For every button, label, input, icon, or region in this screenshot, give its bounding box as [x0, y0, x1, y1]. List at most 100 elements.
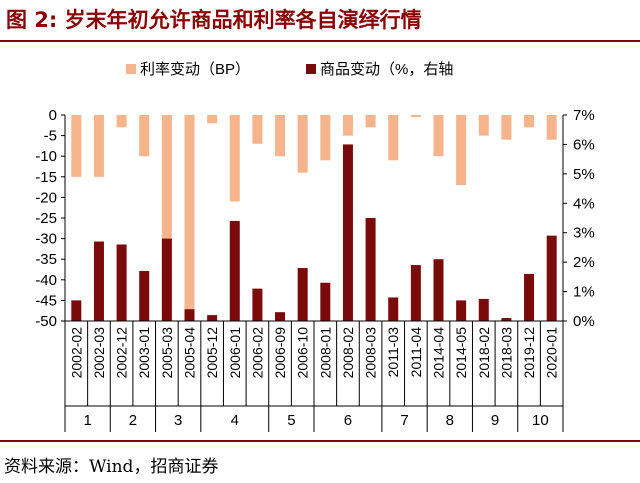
- category-label: 2002-02: [68, 327, 84, 379]
- group-label: 3: [174, 412, 182, 429]
- commodity-bar: [161, 238, 172, 321]
- category-label: 2006-09: [272, 327, 288, 379]
- legend-swatch-rate: [126, 64, 136, 74]
- rate-bar: [275, 115, 286, 157]
- legend: 利率变动（BP） 商品变动（%，右轴: [126, 61, 453, 78]
- left-axis-tick-label: -10: [35, 148, 57, 165]
- left-axis-tick-label: -20: [35, 189, 57, 206]
- commodity-bar: [229, 220, 240, 321]
- rate-bar: [116, 115, 127, 128]
- group-label: 5: [287, 412, 295, 429]
- right-axis-tick-label: 7%: [573, 107, 595, 124]
- left-axis-tick-label: -5: [44, 128, 57, 145]
- commodity-bar: [342, 144, 353, 321]
- commodity-bar: [116, 244, 127, 321]
- commodity-bar: [501, 318, 512, 321]
- left-axis-tick-label: -40: [35, 272, 57, 289]
- commodity-bar: [410, 265, 421, 321]
- group-label: 9: [491, 412, 499, 429]
- commodity-bar: [388, 297, 399, 321]
- rate-bar: [71, 115, 82, 177]
- commodity-bar: [320, 282, 331, 321]
- rate-bar: [139, 115, 150, 157]
- rate-bar: [207, 115, 218, 124]
- category-label: 2018-03: [498, 327, 514, 379]
- rate-bar: [365, 115, 376, 128]
- left-axis-tick-label: -15: [35, 169, 57, 186]
- category-label: 2002-12: [114, 327, 130, 379]
- rate-bar: [93, 115, 104, 177]
- category-label: 2002-03: [91, 327, 107, 379]
- category-label: 2003-01: [136, 327, 152, 379]
- commodity-bar: [365, 218, 376, 321]
- left-axis-tick-label: 0: [49, 107, 57, 124]
- left-axis-tick-label: -25: [35, 210, 57, 227]
- commodity-bar: [207, 315, 218, 321]
- commodity-bar: [297, 268, 308, 321]
- category-label: 2008-03: [363, 327, 379, 379]
- category-label: 2008-02: [340, 327, 356, 379]
- rate-bar: [229, 115, 240, 202]
- rate-bar: [184, 115, 195, 317]
- category-label: 2005-04: [182, 327, 198, 379]
- rate-bar: [456, 115, 467, 186]
- legend-swatch-commodity: [306, 64, 316, 74]
- legend-label-commodity: 商品变动（%，右轴: [320, 61, 453, 78]
- commodity-bar: [456, 300, 467, 321]
- right-axis-tick-label: 1%: [573, 284, 595, 301]
- category-label: 2005-03: [159, 327, 175, 379]
- right-axis-tick-label: 2%: [573, 254, 595, 271]
- right-axis-tick-label: 0%: [573, 313, 595, 330]
- group-label: 8: [446, 412, 454, 429]
- category-label: 2018-02: [476, 327, 492, 379]
- commodity-bar: [546, 235, 557, 321]
- rate-bar: [410, 115, 421, 118]
- category-label: 2006-02: [249, 327, 265, 379]
- commodity-bar: [71, 300, 82, 321]
- right-axis-tick-label: 6%: [573, 136, 595, 153]
- group-label: 1: [83, 412, 91, 429]
- left-axis-tick-label: -35: [35, 251, 57, 268]
- rate-bar: [252, 115, 263, 144]
- rate-bar: [524, 115, 535, 128]
- category-label: 2008-01: [317, 327, 333, 379]
- legend-label-rate: 利率变动（BP）: [140, 61, 250, 78]
- source-note: 资料来源：Wind，招商证券: [4, 457, 219, 477]
- title-divider: [0, 40, 640, 42]
- commodity-bar: [524, 273, 535, 321]
- group-label: 2: [129, 412, 137, 429]
- category-label: 2020-01: [544, 327, 560, 379]
- commodity-bar: [184, 309, 195, 321]
- rate-bar: [478, 115, 489, 136]
- right-axis-tick-label: 5%: [573, 166, 595, 183]
- category-label: 2014-04: [431, 327, 447, 379]
- rate-bar: [161, 115, 172, 313]
- commodity-bar: [433, 259, 444, 321]
- figure-title: 图 2: 岁末年初允许商品和利率各自演绎行情: [6, 8, 422, 32]
- rate-bar: [388, 115, 399, 161]
- category-label: 2011-04: [408, 327, 424, 378]
- category-label: 2005-12: [204, 327, 220, 379]
- rate-bar: [297, 115, 308, 173]
- commodity-bar: [139, 270, 150, 321]
- right-axis-tick-label: 4%: [573, 195, 595, 212]
- category-label: 2011-03: [385, 327, 401, 378]
- rate-bar: [342, 115, 353, 136]
- category-label: 2014-05: [453, 327, 469, 379]
- category-label: 2019-12: [521, 327, 537, 379]
- category-label: 2006-01: [227, 327, 243, 379]
- commodity-bar: [93, 241, 104, 321]
- group-label: 10: [532, 412, 549, 429]
- left-axis-tick-label: -30: [35, 231, 57, 248]
- commodity-bar: [252, 288, 263, 321]
- rate-bar: [433, 115, 444, 157]
- group-label: 7: [400, 412, 408, 429]
- rate-bar: [501, 115, 512, 140]
- right-axis-tick-label: 3%: [573, 225, 595, 242]
- commodity-bar: [478, 298, 489, 321]
- bar-chart: 利率变动（BP） 商品变动（%，右轴 0 -5 -10 -15 -20 -25 -30 -35…: [35, 61, 595, 432]
- rate-bar: [546, 115, 557, 140]
- commodity-bar: [275, 312, 286, 321]
- category-label: 2006-10: [295, 327, 311, 379]
- rate-bar: [320, 115, 331, 161]
